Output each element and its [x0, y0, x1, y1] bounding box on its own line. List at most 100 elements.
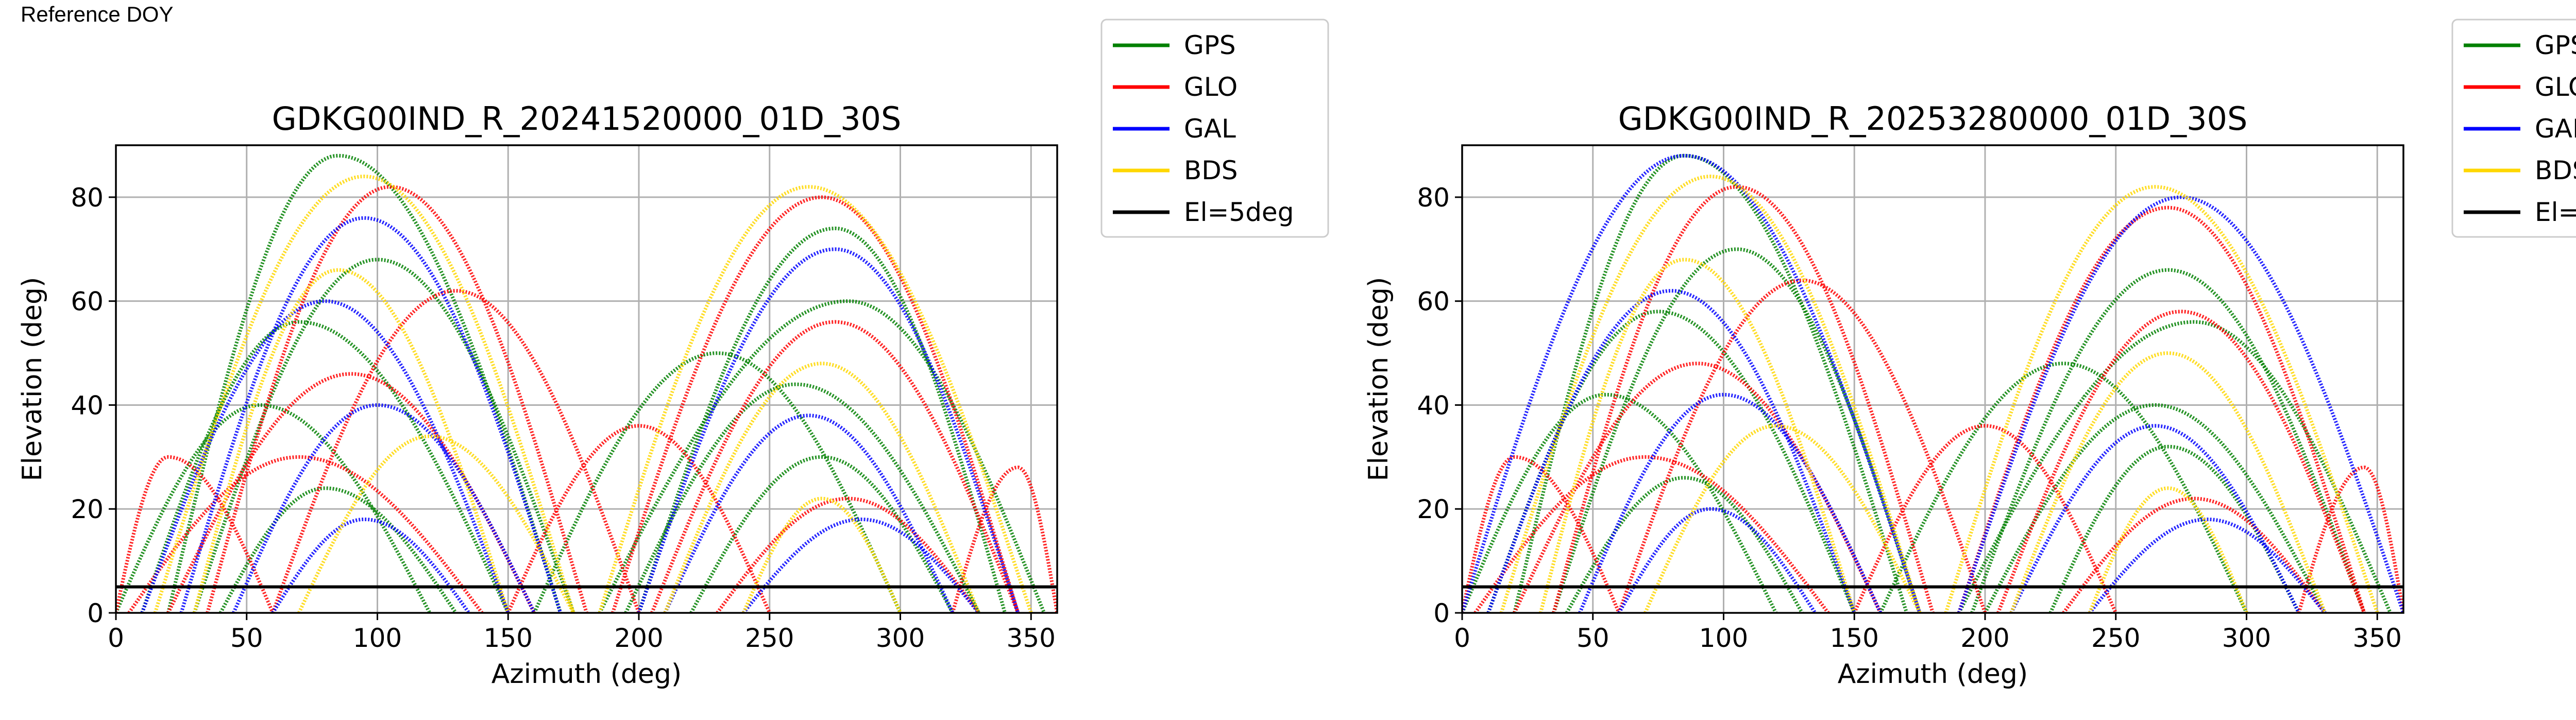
track-gal	[1957, 195, 2403, 613]
x-tick-label: 0	[108, 623, 124, 653]
track-gal	[2009, 424, 2301, 613]
track-gps	[1957, 320, 2392, 613]
y-tick-label: 80	[1417, 183, 1450, 213]
track-glo	[127, 455, 484, 613]
track-glo	[1617, 278, 1987, 613]
track-gps	[1462, 392, 1778, 613]
track-bds	[1944, 185, 2379, 613]
track-bds	[2088, 486, 2248, 613]
y-tick-label: 80	[71, 183, 104, 213]
legend-label: BDS	[2535, 156, 2576, 185]
track-gal	[140, 299, 510, 613]
track-bds	[1538, 258, 1856, 613]
legend-label: El=5deg	[1184, 197, 1294, 227]
track-gps	[532, 351, 902, 613]
x-tick-label: 200	[1960, 623, 2009, 653]
y-tick-label: 60	[1417, 287, 1450, 317]
legend-box	[1100, 19, 1329, 238]
legend-label: GLO	[1184, 72, 1238, 102]
track-glo	[650, 320, 1020, 613]
x-tick-label: 350	[1007, 623, 1056, 653]
legend-label: BDS	[1184, 156, 1238, 185]
track-gps	[166, 153, 563, 613]
track-glo	[1552, 185, 1935, 613]
track-gal	[271, 517, 470, 613]
track-bds	[663, 362, 981, 613]
x-tick-label: 150	[1830, 623, 1879, 653]
track-glo	[2062, 496, 2327, 613]
track-bds	[2009, 351, 2327, 613]
track-glo	[1996, 310, 2366, 613]
track-gal	[232, 403, 536, 613]
track-bds	[1643, 424, 1922, 613]
y-tick-label: 40	[1417, 390, 1450, 420]
chart-left: 0 50 100 150 200 250 300 350 0 20 40 60 80 GDKG00IND_…	[17, 19, 1329, 690]
x-tick-label: 50	[230, 623, 263, 653]
track-gps	[116, 403, 432, 613]
track-glo	[1462, 455, 1621, 613]
x-tick-label: 200	[614, 623, 663, 653]
y-axis-label: Elevation (deg)	[1363, 277, 1394, 482]
track-gps	[624, 382, 980, 613]
track-glo	[1957, 205, 2366, 613]
track-glo	[716, 496, 980, 613]
x-tick-label: 300	[876, 623, 925, 653]
track-glo	[1513, 362, 1883, 613]
track-gps	[1565, 476, 1804, 613]
y-tick-label: 0	[87, 598, 104, 628]
x-tick-label: 250	[2091, 623, 2140, 653]
track-glo	[116, 455, 275, 613]
track-gps	[140, 320, 510, 613]
track-bds	[598, 185, 1033, 613]
x-tick-label: 0	[1454, 623, 1470, 653]
legend-label: GAL	[1184, 114, 1236, 144]
track-gps	[1970, 268, 2366, 613]
y-tick-label: 40	[71, 390, 104, 420]
chart-right: 0 50 100 150 200 250 300 350 0 20 40 60 80 GDKG00IND_…	[1363, 19, 2576, 690]
page-title: Reference DOY	[21, 2, 174, 26]
track-gps	[637, 226, 1007, 613]
track-bds	[1499, 174, 1922, 613]
plot-frame	[115, 144, 1058, 614]
track-glo	[1853, 424, 2117, 613]
track-glo	[166, 372, 536, 613]
x-axis-label: Azimuth (deg)	[1838, 659, 2028, 690]
track-glo	[611, 195, 1020, 613]
track-gps	[1552, 247, 1922, 613]
x-tick-label: 150	[484, 623, 533, 653]
chart-title: GDKG00IND_R_20253280000_01D_30S	[1618, 100, 2248, 138]
track-glo	[2297, 465, 2403, 613]
plot-frame	[1461, 144, 2404, 614]
track-gps	[1486, 310, 1856, 613]
y-tick-label: 60	[71, 287, 104, 317]
track-gal	[2088, 517, 2327, 613]
y-tick-label: 0	[1433, 598, 1450, 628]
x-tick-label: 50	[1577, 623, 1609, 653]
track-gal	[1462, 153, 1922, 613]
track-glo	[506, 424, 771, 613]
track-gal	[1617, 507, 1817, 613]
track-gps	[1983, 403, 2327, 613]
y-tick-label: 20	[1417, 494, 1450, 524]
x-axis-label: Azimuth (deg)	[492, 659, 682, 690]
track-gps	[1878, 362, 2248, 613]
x-tick-label: 350	[2353, 623, 2402, 653]
legend: GPS GLO GAL BDS El=5deg	[1100, 19, 1329, 238]
track-bds	[741, 496, 902, 613]
legend-label: GAL	[2535, 114, 2576, 144]
x-tick-label: 100	[1699, 623, 1748, 653]
x-tick-label: 100	[353, 623, 402, 653]
x-tick-label: 300	[2222, 623, 2271, 653]
track-gps	[2048, 444, 2301, 613]
legend-label: GPS	[1184, 30, 1236, 60]
track-glo	[206, 185, 588, 613]
legend-label: El=5deg	[2535, 197, 2576, 227]
track-gal	[1578, 392, 1883, 613]
track-gal	[663, 414, 955, 613]
legend: GPS GLO GAL BDS El=5deg	[2451, 19, 2576, 238]
track-gps	[1513, 153, 1909, 613]
x-tick-label: 250	[745, 623, 794, 653]
track-gps	[689, 455, 955, 613]
y-axis-label: Elevation (deg)	[17, 277, 48, 482]
